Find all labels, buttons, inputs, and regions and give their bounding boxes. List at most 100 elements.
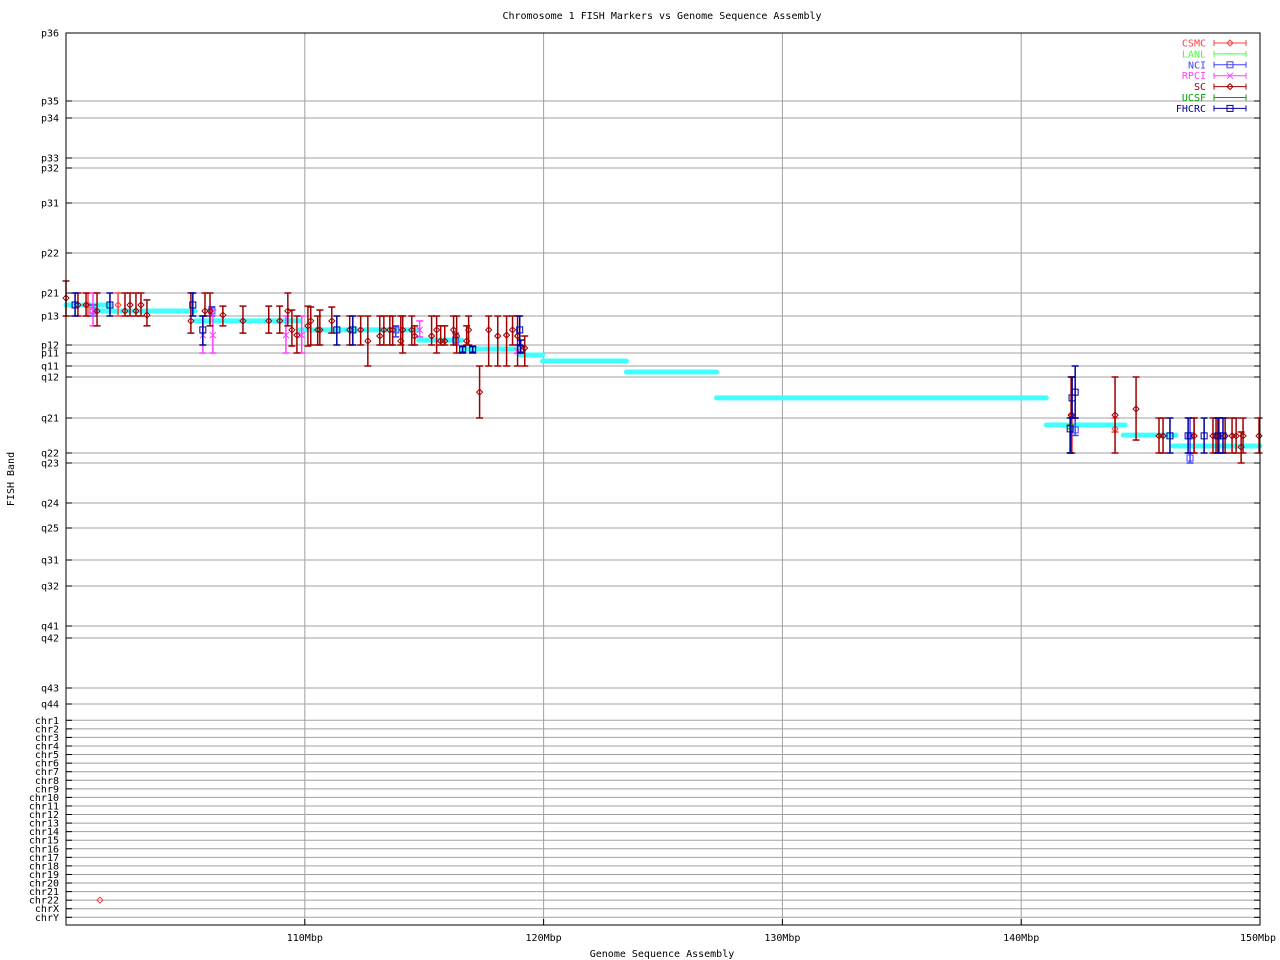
- y-tick-label: q22: [41, 449, 59, 460]
- marker: [316, 326, 324, 334]
- marker: [441, 337, 449, 345]
- y-tick-label: q42: [41, 634, 59, 645]
- data-point: [459, 345, 467, 354]
- marker: [1067, 411, 1075, 419]
- marker: [282, 331, 290, 339]
- marker: [1155, 432, 1163, 440]
- legend-label: RPCI: [1182, 71, 1206, 82]
- marker: [293, 331, 301, 339]
- legend-label: FHCRC: [1176, 104, 1206, 115]
- y-axis-label: FISH Band: [6, 452, 17, 506]
- data-point: [464, 315, 473, 346]
- y-tick-label: chr8: [35, 776, 59, 787]
- data-point: [239, 305, 247, 334]
- data-point: [475, 365, 484, 419]
- marker: [206, 307, 214, 315]
- data-point: [143, 299, 151, 327]
- plot-frame: [65, 32, 1261, 926]
- marker: [432, 326, 441, 334]
- marker: [187, 317, 195, 325]
- x-tick-label: 140Mbp: [1003, 933, 1039, 944]
- y-tick-label: p33: [41, 154, 59, 165]
- data-point: [388, 315, 397, 346]
- grid: [66, 33, 1260, 925]
- marker: [62, 294, 70, 302]
- marker: [1214, 432, 1222, 440]
- data-point: [265, 305, 273, 334]
- marker: [349, 326, 357, 334]
- data-point: [106, 292, 114, 317]
- y-tick-label: q25: [41, 524, 59, 535]
- y-tick-label: chrY: [35, 913, 59, 924]
- y-tick-label: p21: [41, 289, 59, 300]
- y-tick-label: p13: [41, 312, 59, 323]
- marker: [388, 326, 397, 334]
- y-tick-label: q44: [41, 700, 59, 711]
- y-tick-label: q21: [41, 414, 59, 425]
- marker: [516, 326, 524, 334]
- x-tick-label: 130Mbp: [764, 933, 800, 944]
- marker: [265, 317, 273, 325]
- data-point: [502, 315, 511, 367]
- marker: [484, 326, 493, 334]
- marker: [469, 345, 477, 353]
- legend-label: UCSF: [1182, 93, 1206, 104]
- data-point: [349, 315, 357, 346]
- y-tick-label: p12: [41, 341, 59, 352]
- data-point: [71, 292, 79, 317]
- y-tick-label: chr21: [29, 887, 59, 898]
- x-axis-label: Genome Sequence Assembly: [590, 949, 735, 960]
- y-tick-label: chr11: [29, 801, 59, 812]
- data-point: [508, 315, 517, 346]
- marker: [93, 307, 101, 315]
- marker: [1219, 432, 1227, 440]
- y-tick-label: p32: [41, 164, 59, 175]
- data-point: [484, 315, 493, 367]
- data-point: [1239, 417, 1247, 454]
- data-point: [410, 325, 419, 346]
- marker: [1071, 388, 1079, 396]
- marker: [219, 311, 227, 319]
- marker: [132, 307, 140, 315]
- data-point: [1219, 417, 1227, 454]
- y-tick-label: chr7: [35, 767, 59, 778]
- data-point: [284, 292, 292, 327]
- data-point: [1190, 417, 1198, 454]
- marker: [209, 331, 217, 339]
- y-tick-label: chr19: [29, 870, 59, 881]
- data-point: [1111, 376, 1119, 454]
- marker: [189, 301, 197, 309]
- y-tick-label: chr13: [29, 819, 59, 830]
- marker: [313, 326, 322, 334]
- y-tick-label: chr2: [35, 724, 59, 735]
- marker: [307, 317, 315, 325]
- data-point: [1067, 376, 1075, 454]
- marker: [1186, 454, 1194, 462]
- legend-entry-fhcrc: FHCRC: [1176, 104, 1247, 115]
- y-tick-label: chr15: [29, 836, 59, 847]
- legend-label: LANL: [1182, 49, 1206, 60]
- series-rpci: [89, 292, 522, 355]
- marker: [1255, 432, 1263, 440]
- data-point: [1159, 417, 1167, 454]
- marker: [333, 326, 341, 334]
- marker: [208, 307, 216, 315]
- marker: [121, 307, 129, 315]
- marker: [276, 317, 284, 325]
- y-tick-label: chr14: [29, 827, 59, 838]
- data-point: [1186, 452, 1194, 464]
- marker: [427, 332, 436, 340]
- marker: [201, 307, 209, 315]
- series-fhcrc: [71, 292, 1227, 454]
- legend-entry-nci: NCI: [1188, 60, 1247, 71]
- data-point: [1232, 417, 1240, 454]
- marker: [399, 326, 407, 334]
- marker: [459, 345, 467, 353]
- legend-marker: [1226, 82, 1234, 91]
- x-tick-label: 150Mbp: [1240, 933, 1276, 944]
- y-tick-label: q12: [41, 373, 59, 384]
- marker: [513, 332, 522, 340]
- data-point: [132, 292, 140, 317]
